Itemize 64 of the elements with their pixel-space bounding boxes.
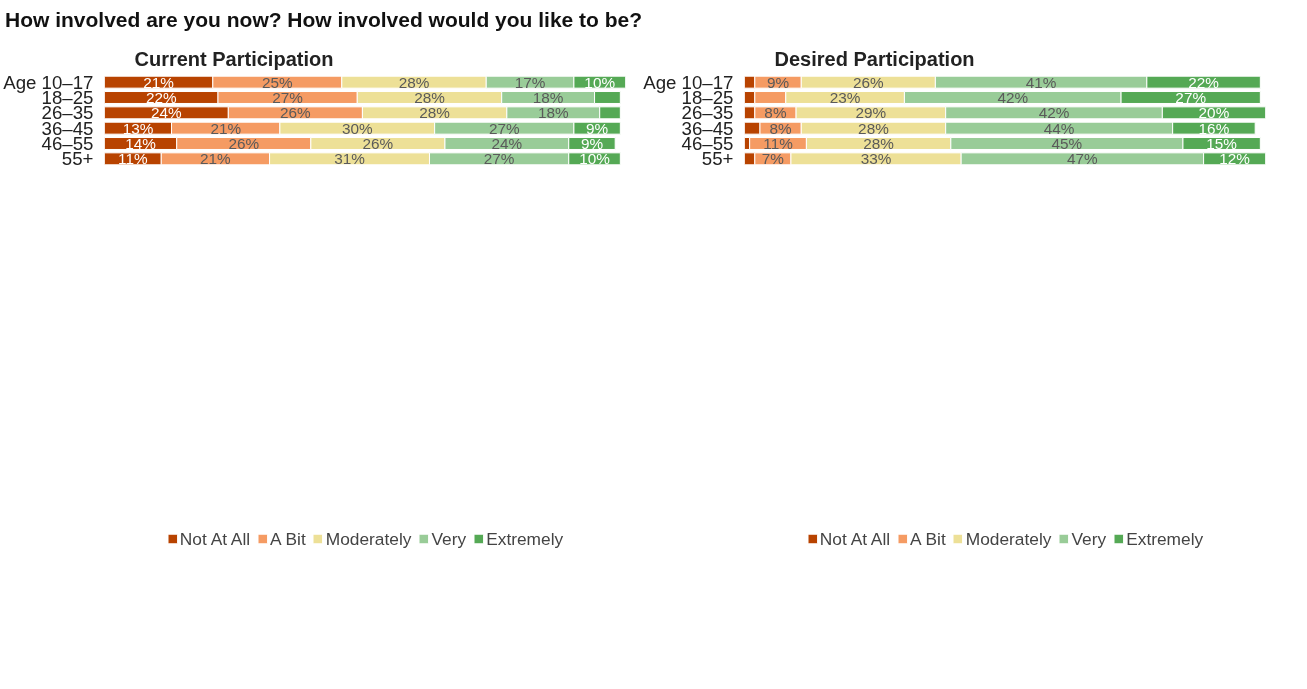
legend-label: Extremely — [1126, 528, 1204, 550]
data-label: 28% — [858, 119, 890, 137]
chart-subtitle: Current Participation — [134, 47, 334, 70]
data-label: 33% — [860, 150, 892, 168]
data-label: 27% — [1175, 89, 1207, 106]
data-label: 9% — [580, 135, 604, 152]
data-label: 41% — [1025, 73, 1057, 91]
legend-label: Not At All — [819, 528, 891, 550]
legend-label: Not At All — [179, 528, 251, 550]
data-label: 24% — [491, 135, 523, 152]
data-label: 23% — [829, 89, 861, 106]
data-label: 7% — [761, 150, 785, 168]
data-label: 44% — [1043, 119, 1075, 137]
data-label: 27% — [483, 150, 515, 168]
data-label: 26% — [280, 104, 312, 122]
data-label: 28% — [398, 73, 430, 91]
data-label: 28% — [414, 89, 446, 106]
data-label: 42% — [1038, 104, 1070, 122]
data-label: 27% — [488, 119, 520, 137]
data-label: 15% — [1206, 135, 1238, 152]
data-label: 10% — [579, 150, 611, 168]
data-label: 14% — [125, 135, 157, 152]
legend-label: A Bit — [270, 528, 306, 550]
data-label: 18% — [537, 104, 569, 122]
data-label: 8% — [764, 104, 787, 122]
data-label: 31% — [334, 150, 366, 168]
data-label: 11% — [118, 150, 149, 168]
data-label: 17% — [514, 73, 546, 91]
chart-title: How involved are you now? How involved would you like to be? — [5, 7, 643, 33]
data-label: 25% — [261, 73, 294, 91]
data-label: 26% — [228, 135, 260, 152]
data-label: 21% — [143, 73, 175, 91]
data-label: 45% — [1051, 135, 1083, 152]
data-label: 30% — [341, 119, 373, 137]
legend-label: Moderately — [965, 528, 1052, 550]
data-label: 13% — [122, 119, 154, 137]
data-label: 9% — [766, 73, 790, 91]
data-label: 28% — [863, 135, 895, 152]
data-label: 22% — [1188, 73, 1220, 91]
data-label: 26% — [852, 73, 885, 91]
data-label: 42% — [997, 89, 1029, 106]
data-label: 20% — [1198, 104, 1230, 122]
chart-subtitle: Desired Participation — [774, 47, 975, 70]
data-label: 28% — [419, 104, 451, 122]
data-label: 8% — [769, 119, 793, 137]
data-label: 21% — [210, 119, 242, 137]
data-label: 21% — [200, 150, 232, 168]
legend-label: Moderately — [325, 528, 412, 550]
data-label: 16% — [1198, 119, 1230, 137]
data-label: 12% — [1219, 150, 1251, 168]
legend-label: A Bit — [910, 528, 946, 550]
data-label: 18% — [532, 89, 564, 106]
data-label: 47% — [1067, 150, 1099, 168]
data-label: 10% — [584, 73, 616, 91]
data-label: 24% — [151, 104, 183, 122]
data-label: 29% — [855, 104, 887, 122]
data-label: 11% — [763, 135, 794, 152]
data-label: 22% — [145, 89, 177, 106]
legend-label: Extremely — [486, 528, 564, 550]
legend-label: Very — [1071, 528, 1107, 550]
data-label: 27% — [272, 89, 304, 106]
legend-label: Very — [431, 528, 467, 550]
data-label: 9% — [586, 119, 609, 137]
data-label: 26% — [362, 135, 394, 152]
